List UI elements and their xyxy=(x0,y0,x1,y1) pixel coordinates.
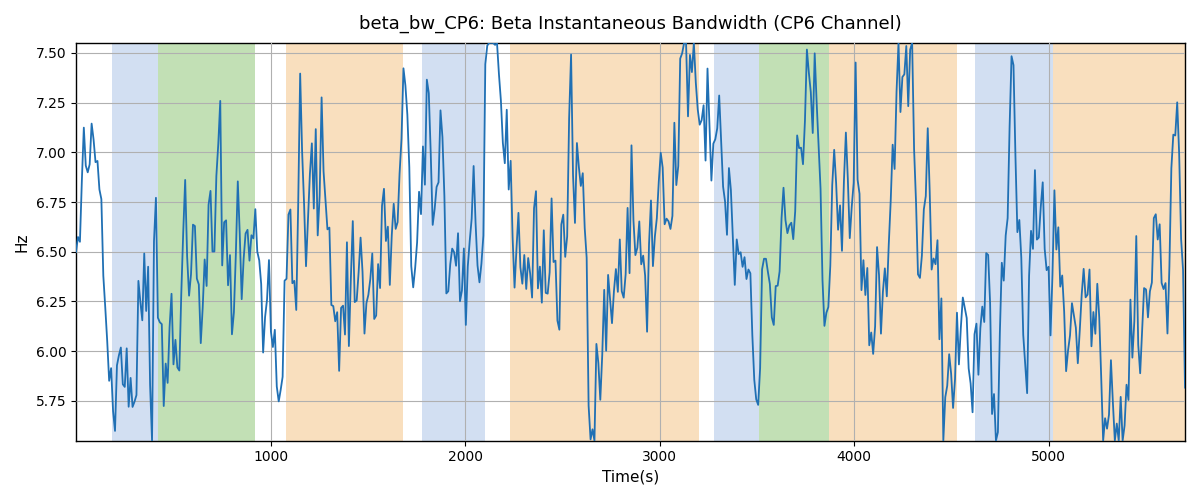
Bar xyxy=(510,43,698,440)
Bar xyxy=(286,43,403,440)
Y-axis label: Hz: Hz xyxy=(14,232,30,252)
X-axis label: Time(s): Time(s) xyxy=(602,470,659,485)
Bar xyxy=(974,43,1052,440)
Bar xyxy=(157,43,256,440)
Bar xyxy=(829,43,958,440)
Bar xyxy=(758,43,829,440)
Bar xyxy=(422,43,485,440)
Bar xyxy=(112,43,157,440)
Title: beta_bw_CP6: Beta Instantaneous Bandwidth (CP6 Channel): beta_bw_CP6: Beta Instantaneous Bandwidt… xyxy=(359,15,902,34)
Bar xyxy=(1052,43,1184,440)
Bar xyxy=(714,43,758,440)
